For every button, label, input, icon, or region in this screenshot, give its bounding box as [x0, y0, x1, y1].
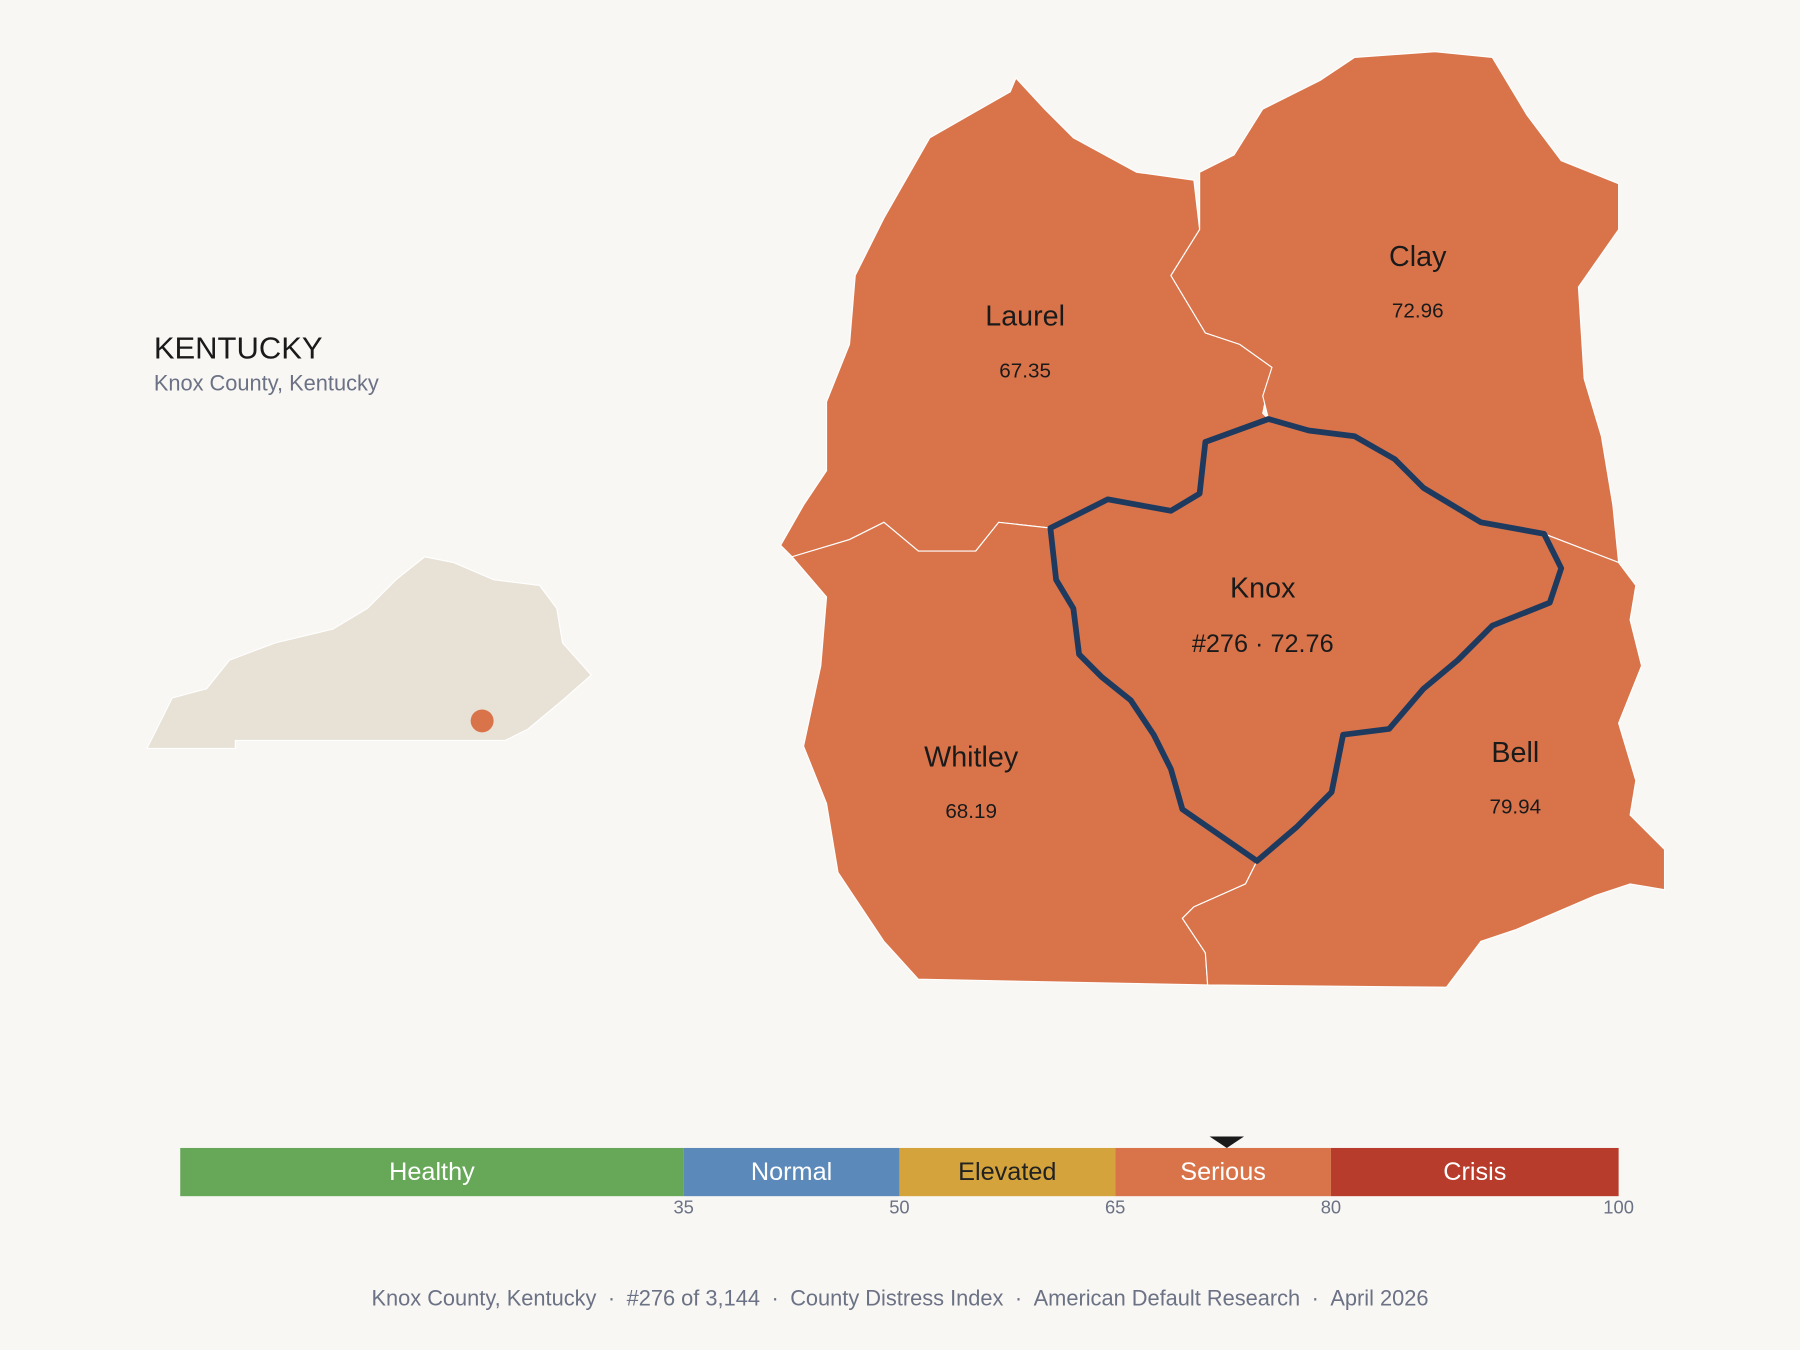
band-label: Healthy: [389, 1158, 475, 1186]
state-shape: [146, 556, 593, 750]
scale-band: [180, 1147, 684, 1197]
band-label: Elevated: [958, 1158, 1056, 1186]
scale-band: [1330, 1147, 1619, 1197]
footer-item: County Distress Index: [790, 1285, 1003, 1310]
county-name: Bell: [1491, 737, 1539, 769]
state-inset: [146, 556, 593, 750]
county-value: 79.94: [1489, 796, 1541, 819]
scale-marker: [1209, 1136, 1245, 1148]
scale-tick-label: 100: [1603, 1197, 1634, 1218]
county-name: Knox: [1230, 573, 1296, 605]
county-name: Whitley: [924, 741, 1019, 773]
county-name: Clay: [1389, 241, 1447, 273]
county-name: Laurel: [985, 301, 1065, 333]
footer-separator: ·: [608, 1285, 615, 1310]
county-value: 67.35: [999, 359, 1051, 382]
footer: Knox County, Kentucky · #276 of 3,144 · Coun…: [371, 1285, 1428, 1310]
scale-tick-label: 50: [889, 1197, 909, 1218]
selected-outline: [1047, 416, 1565, 864]
footer-item: Knox County, Kentucky: [371, 1285, 596, 1310]
county-value: 68.19: [945, 800, 997, 823]
band-label: Serious: [1180, 1158, 1266, 1186]
footer-item: April 2026: [1330, 1285, 1428, 1310]
inset-selected: [470, 709, 494, 733]
band-label: Normal: [751, 1158, 832, 1186]
footer-separator: ·: [1312, 1285, 1319, 1310]
footer-item: #276 of 3,144: [627, 1285, 760, 1310]
band-label: Crisis: [1443, 1158, 1506, 1186]
subtitle: Knox County, Kentucky: [154, 370, 379, 395]
footer-separator: ·: [771, 1285, 778, 1310]
county-map: Laurel 67.35 Clay 72.96 Knox #276 · 72.76 Whit…: [779, 51, 1666, 988]
footer-item: American Default Research: [1034, 1285, 1301, 1310]
distress-scale: Healthy Normal Elevated Serious Crisis 35 50 65…: [180, 1136, 1634, 1218]
scale-tick-label: 65: [1105, 1197, 1125, 1218]
county-shape: [1170, 51, 1620, 564]
scale-tick-label: 80: [1321, 1197, 1341, 1218]
footer-separator: ·: [1015, 1285, 1022, 1310]
scale-band: [1115, 1147, 1331, 1197]
county-value: #276 · 72.76: [1192, 630, 1334, 658]
scale-tick-label: 35: [673, 1197, 693, 1218]
title: KENTUCKY: [154, 330, 323, 365]
scale-band: [683, 1147, 900, 1197]
county-value: 72.96: [1392, 300, 1444, 323]
scale-band: [899, 1147, 1116, 1197]
